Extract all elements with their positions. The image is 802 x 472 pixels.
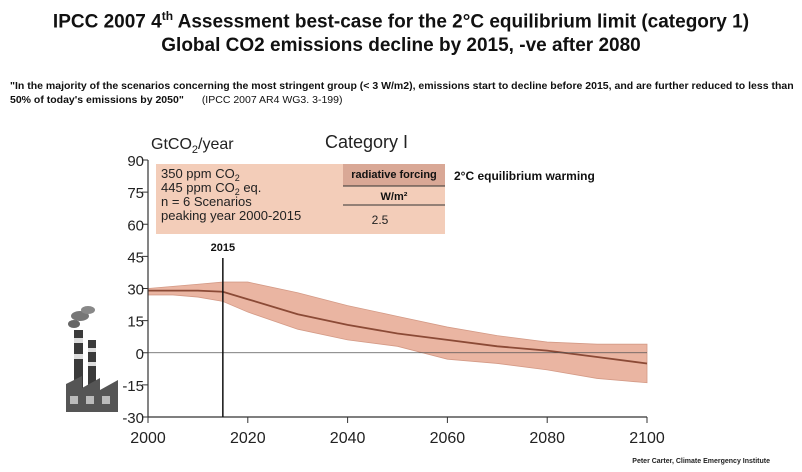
y-axis-label: GtCO2/year (151, 136, 234, 156)
legend-line-2: 445 ppm CO2 eq. (161, 180, 261, 197)
main-title-line2: Global CO2 emissions decline by 2015, -v… (161, 35, 641, 56)
y-tick-label: 30 (127, 282, 144, 299)
y-tick-label: 75 (127, 185, 144, 202)
x-tick-label: 2060 (430, 430, 466, 447)
ipcc-quote: "In the majority of the scenarios concer… (10, 79, 795, 107)
x-tick-label: 2000 (130, 430, 166, 447)
x-tick-label: 2040 (330, 430, 366, 447)
y-tick-label: 15 (127, 314, 144, 331)
x-tick-label: 2080 (529, 430, 565, 447)
legend-forcing-header-bg (343, 164, 445, 186)
quote-citation: (IPCC 2007 AR4 WG3. 3-199) (201, 94, 343, 106)
marker-2015-label: 2015 (211, 242, 235, 254)
legend-line-3: n = 6 Scenarios (161, 194, 252, 209)
chart-title: Category I (325, 132, 408, 152)
factory-icon (66, 306, 118, 412)
y-tick-label: 90 (127, 153, 144, 170)
quote-text: "In the majority of the scenarios concer… (10, 80, 794, 106)
legend-forcing-value: 2.5 (372, 213, 389, 227)
legend-warming-label: 2°C equilibrium warming (454, 169, 595, 183)
legend-line-1: 350 ppm CO2 (161, 166, 240, 183)
credit-text: Peter Carter, Climate Emergency Institut… (632, 458, 770, 465)
legend-line-4: peaking year 2000-2015 (161, 208, 301, 223)
legend-forcing-header: radiative forcing (351, 169, 437, 181)
y-tick-label: -30 (122, 410, 144, 427)
x-tick-label: 2020 (230, 430, 266, 447)
y-tick-label: 60 (127, 217, 144, 234)
y-tick-label: 0 (136, 346, 144, 363)
legend-forcing-unit: W/m² (381, 191, 408, 203)
y-tick-label: -15 (122, 378, 144, 395)
y-tick-label: 45 (127, 249, 144, 266)
x-tick-label: 2100 (629, 430, 665, 447)
median-emissions-line (148, 289, 648, 365)
main-title-line1: IPCC 2007 4th Assessment best-case for t… (52, 9, 750, 33)
